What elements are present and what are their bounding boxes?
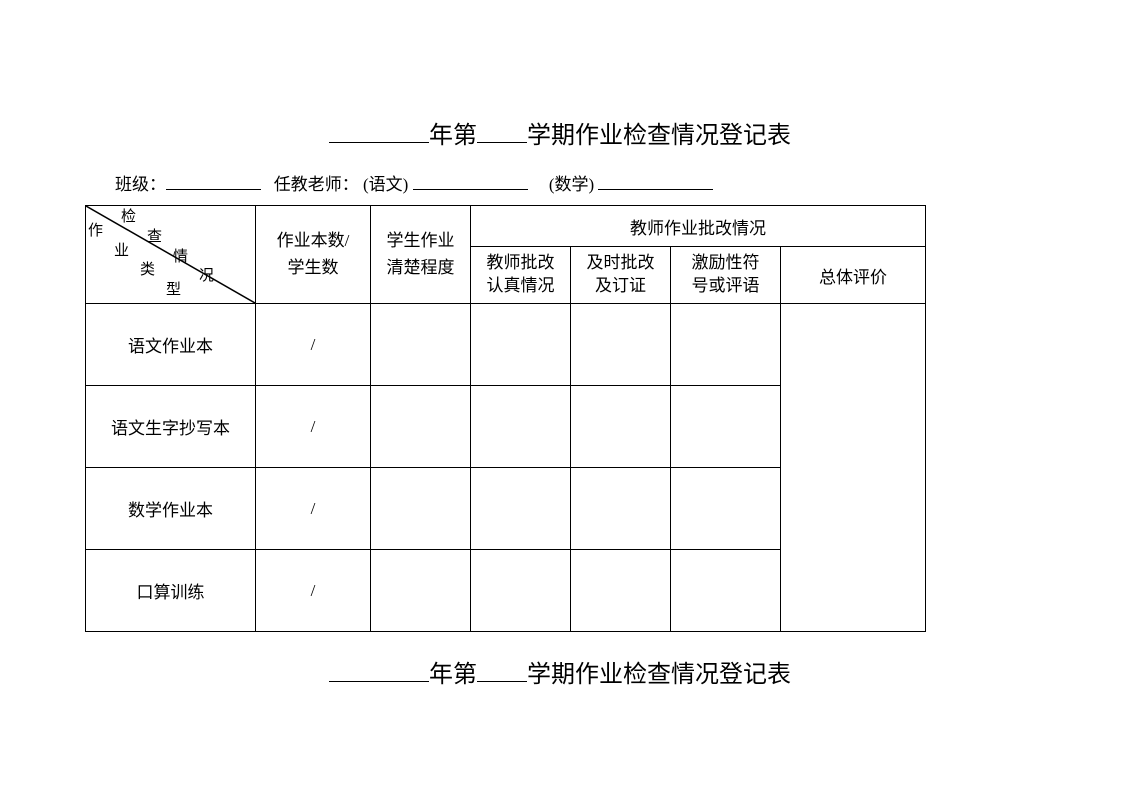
subject-1-label: (语文)	[363, 175, 408, 194]
sub-header-overall: 总体评价	[781, 247, 926, 304]
cell-seriousness	[471, 386, 571, 468]
title-text-2: 学期作业检查情况登记表	[527, 123, 791, 149]
cell-timeliness	[571, 468, 671, 550]
cell-clarity	[371, 468, 471, 550]
row-label: 口算训练	[86, 550, 256, 632]
title2-blank-year	[329, 655, 429, 682]
cell-encouragement	[671, 386, 781, 468]
diagonal-header-cell: 检 查 情 况 作 业 类 型	[86, 206, 256, 304]
cell-timeliness	[571, 386, 671, 468]
title-text-1: 年第	[429, 123, 477, 149]
row-label: 数学作业本	[86, 468, 256, 550]
cell-encouragement	[671, 550, 781, 632]
cell-seriousness	[471, 550, 571, 632]
teacher-label: 任教老师：	[274, 175, 359, 194]
table-row: 语文作业本 /	[86, 304, 926, 386]
cell-book-count: /	[256, 550, 371, 632]
cell-clarity	[371, 386, 471, 468]
title2-text-2: 学期作业检查情况登记表	[527, 662, 791, 688]
cell-encouragement	[671, 304, 781, 386]
cell-clarity	[371, 550, 471, 632]
inspection-table: 检 查 情 况 作 业 类 型 作业本数/ 学生数 学生作业 清楚程度	[85, 205, 926, 632]
class-blank	[166, 171, 261, 190]
cell-timeliness	[571, 550, 671, 632]
col-header-teacher-review: 教师作业批改情况	[471, 206, 926, 247]
sub-header-timeliness: 及时批改 及订证	[571, 247, 671, 304]
cell-timeliness	[571, 304, 671, 386]
cell-overall	[781, 304, 926, 632]
cell-seriousness	[471, 468, 571, 550]
cell-encouragement	[671, 468, 781, 550]
title2-blank-term	[477, 655, 527, 682]
sub-header-seriousness: 教师批改 认真情况	[471, 247, 571, 304]
cell-book-count: /	[256, 304, 371, 386]
cell-book-count: /	[256, 468, 371, 550]
col-header-clarity: 学生作业 清楚程度	[371, 206, 471, 304]
col-header-book-count: 作业本数/ 学生数	[256, 206, 371, 304]
row-label: 语文生字抄写本	[86, 386, 256, 468]
cell-seriousness	[471, 304, 571, 386]
cell-clarity	[371, 304, 471, 386]
teacher-blank-2	[598, 171, 713, 190]
form-title-1: 年第 学期作业检查情况登记表	[85, 115, 1035, 150]
subject-2-label: (数学)	[549, 175, 594, 194]
title2-text-1: 年第	[429, 662, 477, 688]
title-blank-year	[329, 116, 429, 143]
diagonal-bottom-label: 作 业 类 型	[88, 222, 218, 301]
title-blank-term	[477, 116, 527, 143]
row-label: 语文作业本	[86, 304, 256, 386]
form-title-2: 年第 学期作业检查情况登记表	[85, 654, 1035, 689]
class-label: 班级：	[115, 175, 166, 194]
cell-book-count: /	[256, 386, 371, 468]
teacher-blank-1	[413, 171, 528, 190]
info-line: 班级： 任教老师： (语文) (数学)	[85, 170, 1035, 195]
sub-header-encouragement: 激励性符 号或评语	[671, 247, 781, 304]
